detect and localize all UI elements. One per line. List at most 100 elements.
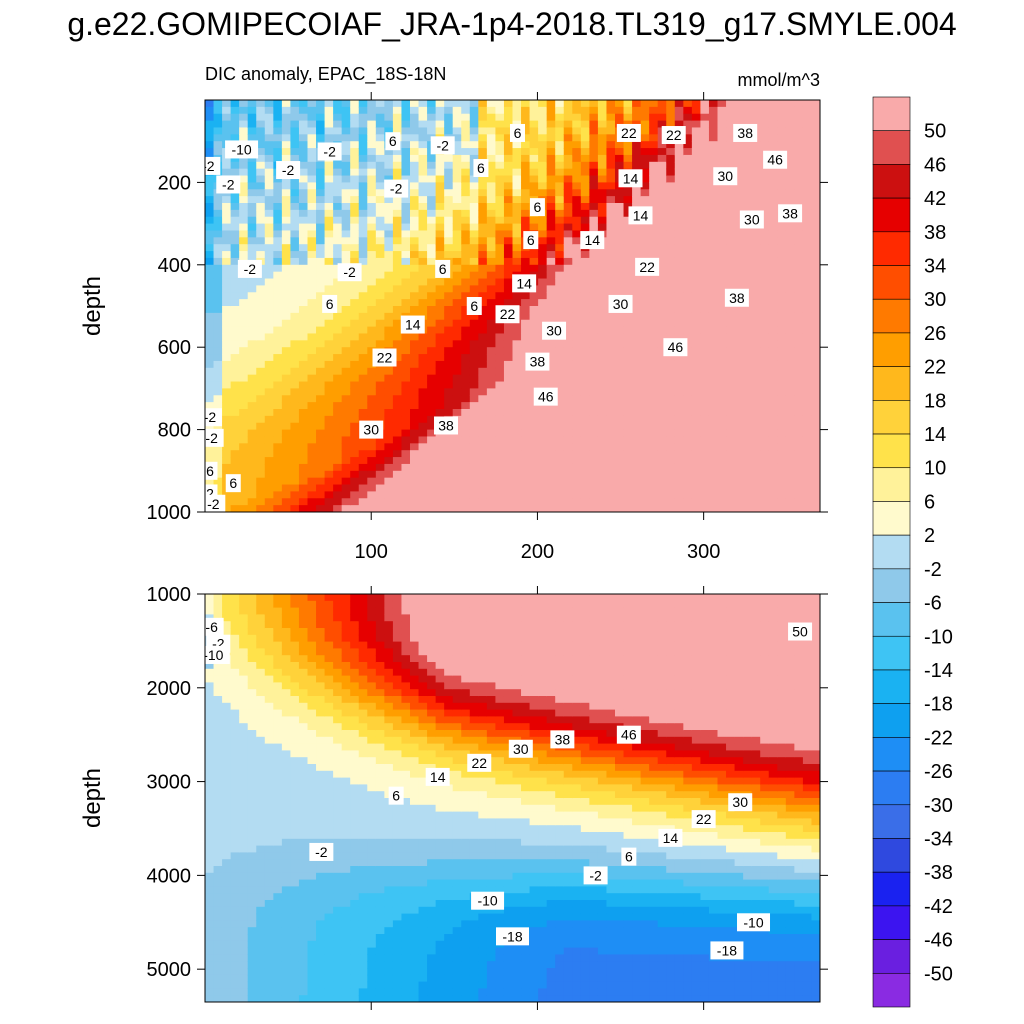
- contour-cell: [674, 168, 684, 177]
- contour-cell: [794, 457, 804, 465]
- contour-cell: [606, 209, 616, 218]
- contour-cell: [281, 770, 292, 779]
- contour-cell: [538, 463, 548, 472]
- contour-cell: [649, 477, 659, 486]
- contour-cell: [418, 154, 428, 163]
- contour-cell: [649, 134, 659, 142]
- contour-cell: [606, 319, 616, 328]
- contour-cell: [256, 934, 266, 942]
- contour-cell: [529, 127, 539, 135]
- contour-cell: [708, 278, 719, 286]
- contour-cell: [358, 333, 368, 341]
- contour-cell: [392, 113, 403, 122]
- contour-cell: [486, 402, 497, 410]
- contour-cell: [649, 106, 659, 115]
- contour-cell: [256, 402, 266, 410]
- contour-cell: [666, 299, 676, 307]
- contour-cell: [802, 251, 813, 259]
- contour-cell: [341, 175, 351, 183]
- contour-cell: [794, 141, 804, 149]
- contour-cell: [256, 607, 266, 615]
- contour-cell: [273, 668, 283, 677]
- contour-cell: [785, 477, 795, 486]
- contour-cell: [239, 634, 249, 643]
- contour-cell: [281, 264, 292, 273]
- contour-cell: [717, 278, 727, 286]
- contour-cell: [264, 148, 274, 156]
- contour-cell: [717, 402, 727, 410]
- contour-cell: [495, 175, 505, 183]
- contour-cell: [281, 491, 292, 499]
- contour-cell: [324, 251, 334, 259]
- contour-cell: [555, 381, 565, 389]
- contour-cell: [657, 251, 667, 259]
- contour-cell: [649, 168, 659, 177]
- contour-cell: [666, 175, 676, 183]
- contour-cell: [358, 415, 368, 424]
- contour-cell: [298, 113, 309, 122]
- contour-cell: [632, 429, 642, 438]
- contour-cell: [726, 278, 736, 286]
- contour-cell: [700, 292, 710, 300]
- contour-cell: [768, 292, 778, 300]
- contour-cell: [726, 360, 736, 369]
- contour-cell: [247, 457, 257, 465]
- contour-cell: [734, 106, 744, 115]
- contour-cell: [717, 333, 727, 341]
- contour-cell: [392, 360, 403, 369]
- contour-cell: [478, 278, 488, 286]
- contour-cell: [256, 161, 266, 170]
- contour-cell: [350, 148, 360, 156]
- contour-cell: [239, 709, 249, 717]
- contour-cell: [794, 306, 804, 314]
- contour-cell: [743, 340, 753, 348]
- contour-cell: [367, 264, 377, 273]
- contour-cell: [708, 347, 719, 355]
- contour-cell: [768, 340, 778, 348]
- contour-cell: [546, 491, 556, 499]
- contour-cell: [674, 189, 684, 197]
- contour-cell: [230, 264, 240, 273]
- contour-cell: [512, 100, 522, 108]
- contour-cell: [717, 491, 727, 499]
- contour-cell: [546, 381, 556, 389]
- contour-cell: [794, 189, 804, 197]
- contour-cell: [606, 409, 616, 417]
- contour-cell: [230, 662, 240, 670]
- contour-cell: [683, 457, 693, 465]
- contour-cell: [307, 209, 317, 218]
- contour-cell: [743, 264, 753, 273]
- contour-cell: [290, 264, 300, 273]
- contour-cell: [444, 189, 454, 197]
- contour-cell: [205, 209, 215, 218]
- contour-cell: [222, 333, 232, 341]
- contour-cell: [606, 463, 616, 472]
- contour-cell: [358, 326, 368, 335]
- contour-cell: [666, 264, 676, 273]
- contour-cell: [316, 498, 326, 506]
- contour-cell: [478, 196, 488, 204]
- contour-label-box: [434, 416, 459, 435]
- contour-cell: [392, 120, 403, 129]
- contour-cell: [205, 244, 215, 252]
- contour-cell: [239, 886, 249, 894]
- contour-cell: [307, 264, 317, 273]
- contour-cell: [726, 154, 736, 163]
- contour-cell: [632, 498, 642, 506]
- contour-cell: [264, 422, 274, 431]
- contour-label-box: [385, 132, 401, 151]
- contour-cell: [657, 354, 667, 362]
- contour-cell: [572, 415, 582, 424]
- contour-cell: [358, 388, 368, 396]
- contour-cell: [239, 409, 249, 417]
- contour-cell: [341, 436, 351, 444]
- contour-cell: [281, 443, 292, 451]
- contour-cell: [794, 347, 804, 355]
- contour-cell: [606, 484, 616, 492]
- contour-cell: [264, 161, 274, 170]
- contour-cell: [290, 333, 300, 341]
- contour-cell: [794, 422, 804, 431]
- contour-cell: [469, 409, 479, 417]
- contour-cell: [495, 415, 505, 424]
- contour-cell: [256, 947, 266, 955]
